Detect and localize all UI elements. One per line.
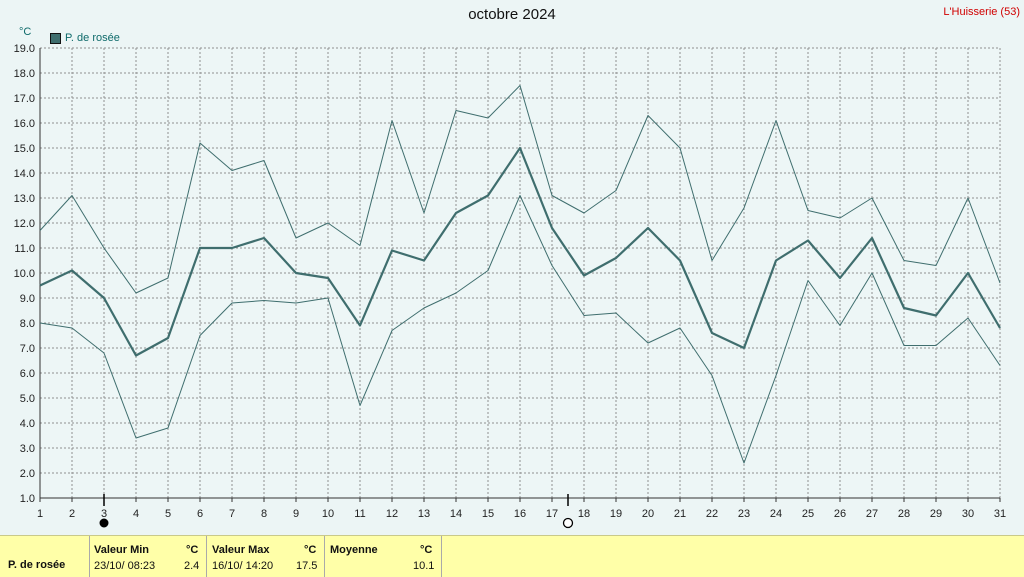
y-tick-label: 4.0 — [20, 418, 35, 430]
y-tick-label: 1.0 — [20, 493, 35, 505]
x-tick-label: 24 — [770, 508, 782, 520]
y-tick-label: 19.0 — [14, 43, 35, 55]
x-tick-label: 2 — [69, 508, 75, 520]
x-tick-label: 19 — [610, 508, 622, 520]
x-tick-label: 6 — [197, 508, 203, 520]
y-tick-label: 9.0 — [20, 293, 35, 305]
y-tick-label: 3.0 — [20, 443, 35, 455]
x-tick-label: 28 — [898, 508, 910, 520]
moon-phase-marker — [99, 518, 109, 528]
y-tick-label: 7.0 — [20, 343, 35, 355]
legend: P. de rosée — [50, 32, 120, 44]
y-tick-label: 16.0 — [14, 118, 35, 130]
y-tick-label: 8.0 — [20, 318, 35, 330]
series-line-mean — [39, 146, 1001, 357]
series-line-max — [39, 85, 1001, 294]
y-tick-label: 14.0 — [14, 168, 35, 180]
x-tick-label: 18 — [578, 508, 590, 520]
x-tick-label: 30 — [962, 508, 974, 520]
x-tick-label: 27 — [866, 508, 878, 520]
min-header: Valeur Min — [94, 544, 150, 556]
y-tick-label: 17.0 — [14, 93, 35, 105]
divider — [441, 536, 442, 577]
max-header: Valeur Max — [212, 544, 270, 556]
x-tick-label: 31 — [994, 508, 1006, 520]
legend-label: P. de rosée — [65, 32, 120, 44]
max-when: 16/10/ 14:20 — [212, 560, 274, 572]
y-tick-label: 5.0 — [20, 393, 35, 405]
divider — [89, 536, 90, 577]
x-tick-label: 22 — [706, 508, 718, 520]
x-tick-label: 29 — [930, 508, 942, 520]
x-tick-label: 3 — [101, 508, 107, 520]
moon-phase-marker — [562, 517, 574, 529]
x-tick-label: 10 — [322, 508, 334, 520]
x-tick-label: 11 — [354, 508, 365, 520]
x-tick-label: 25 — [802, 508, 814, 520]
chart-title: octobre 2024 — [468, 6, 556, 23]
x-tick-label: 9 — [293, 508, 299, 520]
x-tick-label: 4 — [133, 508, 139, 520]
stats-row-label: P. de rosée — [8, 559, 66, 571]
divider — [324, 536, 325, 577]
x-tick-label: 13 — [418, 508, 430, 520]
y-tick-label: 18.0 — [14, 68, 35, 80]
x-tick-label: 14 — [450, 508, 462, 520]
y-tick-label: 6.0 — [20, 368, 35, 380]
x-tick-label: 23 — [738, 508, 750, 520]
x-tick-label: 15 — [482, 508, 494, 520]
series-line-min — [39, 195, 1001, 464]
y-tick-label: 11.0 — [14, 243, 35, 255]
y-tick-label: 10.0 — [14, 268, 35, 280]
station-name: L'Huisserie (53) — [943, 6, 1020, 18]
x-tick-label: 12 — [386, 508, 398, 520]
x-tick-label: 26 — [834, 508, 846, 520]
y-tick-label: 13.0 — [14, 193, 35, 205]
x-tick-label: 7 — [229, 508, 235, 520]
min-when: 23/10/ 08:23 — [94, 560, 156, 572]
avg-value: 10.1 — [413, 560, 435, 572]
x-tick-label: 20 — [642, 508, 654, 520]
min-value: 2.4 — [184, 560, 200, 572]
avg-unit: °C — [420, 544, 433, 556]
x-tick-label: 16 — [514, 508, 526, 520]
x-tick-label: 17 — [546, 508, 558, 520]
x-tick-label: 5 — [165, 508, 171, 520]
avg-header: Moyenne — [330, 544, 378, 556]
y-tick-label: 12.0 — [14, 218, 35, 230]
y-tick-label: 15.0 — [14, 143, 35, 155]
x-tick-label: 21 — [674, 508, 686, 520]
min-unit: °C — [186, 544, 199, 556]
divider — [206, 536, 207, 577]
max-value: 17.5 — [296, 560, 318, 572]
max-unit: °C — [304, 544, 317, 556]
x-tick-label: 1 — [37, 508, 43, 520]
stats-table: P. de rosée Valeur Min °C 23/10/ 08:23 2… — [0, 535, 1024, 577]
legend-swatch — [50, 32, 61, 44]
y-tick-label: 2.0 — [20, 468, 35, 480]
y-axis-unit: °C — [19, 26, 32, 38]
x-tick-label: 8 — [261, 508, 267, 520]
chart: 1.0 2.0 3.0 4.0 5.0 6.0 7.0 8.0 9.0 10.0 11.0 12.0 1… — [14, 43, 1006, 529]
